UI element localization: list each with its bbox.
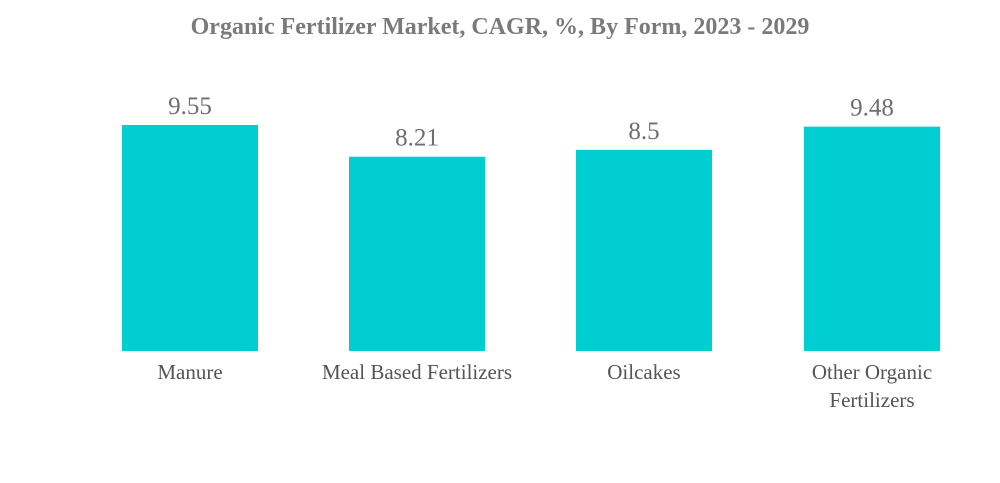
value-label-3: 9.48 [850, 95, 894, 122]
value-label-0: 9.55 [168, 93, 212, 120]
bar-0 [122, 125, 258, 351]
chart-title: Organic Fertilizer Market, CAGR, %, By F… [190, 14, 810, 40]
bar-1 [349, 156, 485, 351]
category-label-3: Other Organic Fertilizers [812, 360, 932, 412]
category-label-2: Oilcakes [607, 360, 680, 384]
value-label-1: 8.21 [395, 125, 439, 152]
category-label-1: Meal Based Fertilizers [322, 360, 512, 384]
value-label-2: 8.5 [628, 118, 659, 145]
category-label-0: Manure [157, 360, 222, 384]
bar-2 [576, 149, 712, 351]
bar-3 [804, 126, 940, 351]
